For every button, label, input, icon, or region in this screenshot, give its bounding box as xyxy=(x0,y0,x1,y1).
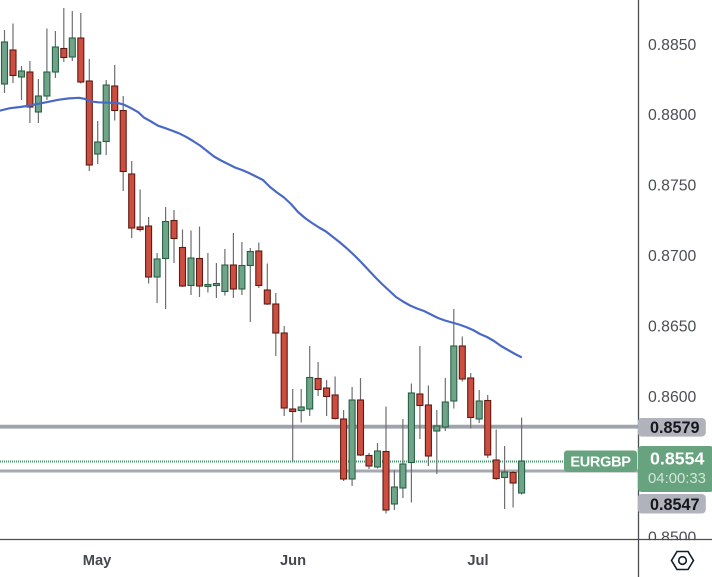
svg-text:0.8700: 0.8700 xyxy=(648,248,697,265)
svg-text:0.8650: 0.8650 xyxy=(648,318,697,335)
svg-text:Jul: Jul xyxy=(467,553,488,569)
svg-text:0.8554: 0.8554 xyxy=(650,448,704,468)
svg-text:May: May xyxy=(83,553,112,569)
svg-text:0.8800: 0.8800 xyxy=(648,107,697,124)
svg-text:0.8547: 0.8547 xyxy=(650,496,700,514)
svg-text:EURGBP: EURGBP xyxy=(570,455,631,471)
svg-text:0.8850: 0.8850 xyxy=(648,37,697,54)
svg-text:0.8600: 0.8600 xyxy=(648,389,697,406)
svg-text:0.8579: 0.8579 xyxy=(650,419,700,437)
svg-text:0.8750: 0.8750 xyxy=(648,178,697,195)
svg-text:Jun: Jun xyxy=(280,553,306,569)
svg-text:04:00:33: 04:00:33 xyxy=(648,471,706,487)
